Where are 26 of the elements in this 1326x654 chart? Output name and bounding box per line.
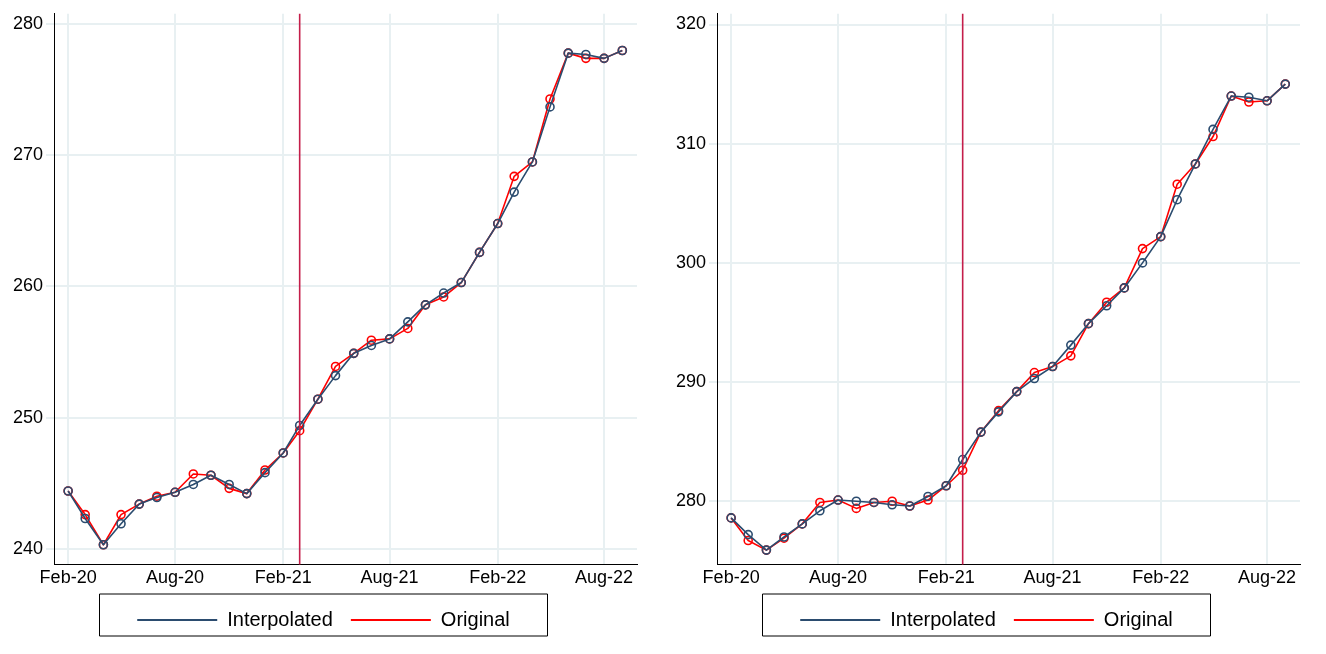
legend-label: Interpolated: [890, 607, 996, 630]
x-tick-label: Aug-20: [809, 567, 868, 588]
x-tick-label: Feb-22: [1132, 567, 1190, 588]
y-tick-label: 260: [12, 275, 44, 296]
x-tick-label: Feb-20: [39, 567, 97, 588]
x-tick-label: Feb-21: [254, 567, 312, 588]
x-tick-label: Aug-21: [360, 567, 419, 588]
x-tick-label: Aug-20: [146, 567, 205, 588]
y-tick-label: 240: [12, 537, 44, 558]
y-tick-label: 280: [675, 490, 707, 511]
y-tick-label: 320: [675, 13, 707, 34]
y-tick-label: 280: [12, 13, 44, 34]
x-tick-label: Aug-21: [1023, 567, 1082, 588]
x-tick-label: Feb-20: [702, 567, 760, 588]
y-tick-label: 300: [675, 251, 707, 272]
legend-label: Original: [1103, 607, 1173, 630]
x-tick-label: Aug-22: [1238, 567, 1297, 588]
y-tick-label: 310: [675, 132, 707, 153]
y-tick-label: 270: [12, 144, 44, 165]
y-tick-label: 250: [12, 406, 44, 427]
x-tick-label: Aug-22: [575, 567, 634, 588]
x-tick-label: Feb-21: [917, 567, 975, 588]
legend-label: Original: [440, 607, 510, 630]
y-tick-label: 290: [675, 371, 707, 392]
x-tick-label: Feb-22: [469, 567, 527, 588]
legend-label: Interpolated: [227, 607, 333, 630]
